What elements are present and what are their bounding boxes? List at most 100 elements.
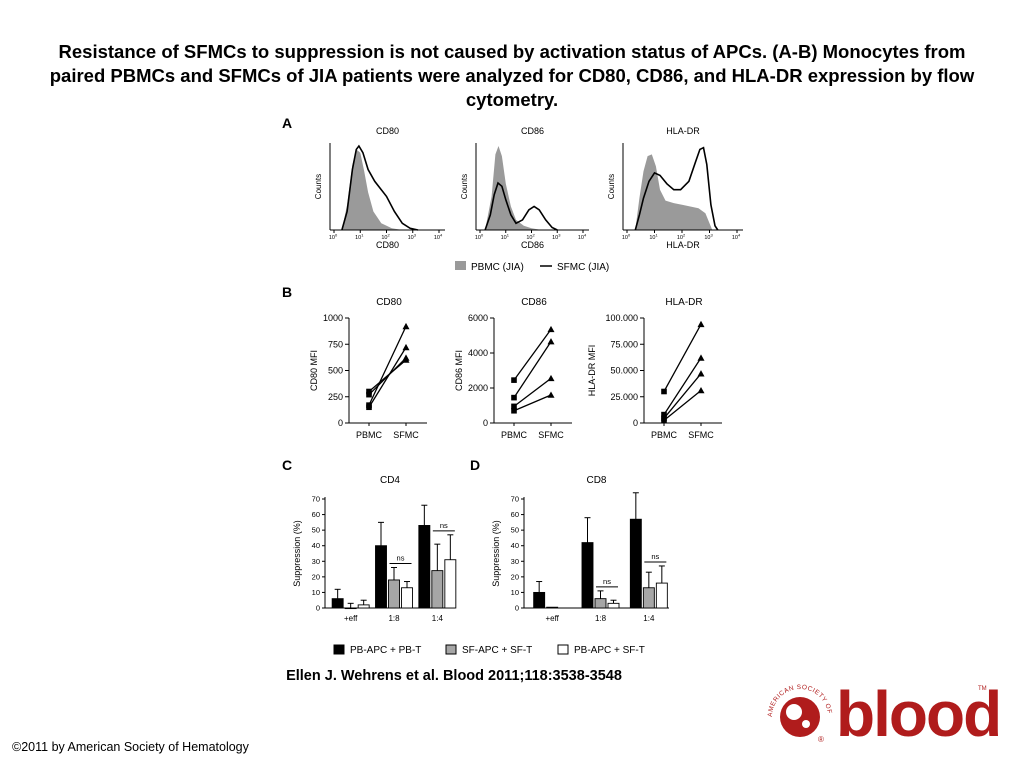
sfmc-triangle-point (697, 370, 705, 377)
legend-sf-sf-label: SF-APC + SF-T (462, 645, 532, 656)
mfi-plot-title: CD80 (376, 297, 402, 308)
y-tick-label: 2000 (468, 383, 488, 393)
x-tick-label: 101 (355, 233, 364, 242)
x-category-label: 1:8 (595, 614, 607, 623)
pair-line (663, 389, 702, 421)
pbmc-square-point (661, 388, 667, 395)
histogram-title: CD80 (376, 126, 399, 136)
sfmc-triangle-point (697, 354, 705, 361)
pbmc-square-point (366, 404, 372, 411)
panel-letter-b: B (282, 284, 292, 300)
panel-cd-suppression-plots: CD4 0 10 20 30 40 50 60 70 Suppression (%) +eff 1:8… (292, 475, 669, 623)
x-tick-label: 103 (552, 233, 561, 242)
x-tick-label: PBMC (501, 430, 528, 440)
y-tick-label: 10 (511, 588, 519, 597)
suppression-plot-1: CD8 0 10 20 30 40 50 60 70 Suppression (%) +eff 1:8… (491, 475, 669, 623)
x-category-label: 1:8 (388, 614, 400, 623)
x-tick-label: SFMC (538, 430, 564, 440)
significance-label: ns (603, 577, 611, 586)
histogram-title: HLA-DR (666, 126, 700, 136)
x-tick-label: 104 (578, 233, 587, 242)
mfi-plot-ylabel: HLA-DR MFI (587, 345, 597, 397)
pair-line (513, 328, 552, 381)
panel-a-histograms: CD80 CD80 Counts 100 101 102 103 104 CD86 CD86 Cou… (314, 126, 743, 250)
histogram-ylabel: Counts (460, 174, 469, 199)
legend-pbmc-swatch (455, 261, 466, 270)
bar (388, 579, 400, 609)
y-tick-label: 60 (511, 510, 519, 519)
panel-letter-d: D (470, 457, 480, 473)
histogram-1: CD86 CD86 Counts 100 101 102 103 104 (460, 126, 589, 250)
bar (546, 606, 559, 609)
x-tick-label: 102 (677, 233, 686, 242)
bar (629, 518, 642, 609)
x-category-label: 1:4 (432, 614, 444, 623)
pair-line (513, 377, 552, 407)
pbmc-square-point (661, 411, 667, 418)
pbmc-square-point (511, 377, 517, 383)
bar (444, 559, 457, 609)
bar (655, 582, 668, 609)
bar (375, 545, 387, 609)
y-tick-label: 50.000 (610, 366, 638, 376)
y-tick-label: 20 (312, 572, 320, 581)
y-tick-label: 30 (312, 557, 320, 566)
x-tick-label: PBMC (356, 430, 383, 440)
mfi-plot-0: CD80 0 250 500 750 1000 CD80 MFI PBMC SFMC (309, 297, 427, 440)
bar (533, 591, 546, 609)
x-tick-label: 104 (732, 233, 741, 242)
sfmc-histogram-line (484, 181, 558, 231)
histogram-xlabel: HLA-DR (666, 240, 700, 250)
x-category-label: +eff (545, 614, 559, 623)
y-tick-label: 75.000 (610, 339, 638, 349)
sfmc-triangle-point (402, 322, 410, 330)
mfi-plot-1: CD86 0 2000 4000 6000 CD86 MFI PBMC SFMC (454, 297, 572, 440)
x-tick-label: 104 (434, 233, 443, 242)
histogram-2: HLA-DR HLA-DR Counts 100 101 102 103 104 (607, 126, 743, 250)
x-tick-label: 103 (408, 233, 417, 242)
sfmc-triangle-point (547, 325, 555, 333)
legend-sfmc-label: SFMC (JIA) (557, 262, 609, 273)
panel-b-mfi-plots: CD80 0 250 500 750 1000 CD80 MFI PBMC SFMC CD86 0 2… (309, 297, 722, 440)
copyright: ©2011 by American Society of Hematology (12, 740, 249, 754)
x-tick-label: 101 (649, 233, 658, 242)
pbmc-histogram-area (341, 149, 403, 230)
x-tick-label: SFMC (688, 430, 714, 440)
y-tick-label: 750 (328, 339, 343, 349)
x-tick-label: 100 (622, 233, 631, 242)
y-tick-label: 10 (312, 588, 320, 597)
significance-label: ns (397, 554, 405, 563)
y-tick-label: 50 (312, 526, 320, 535)
y-tick-label: 60 (312, 510, 320, 519)
bar (401, 587, 413, 609)
x-tick-label: 103 (704, 233, 713, 242)
legend-pb-sf-swatch (557, 644, 569, 655)
sfmc-triangle-point (547, 338, 555, 345)
sfmc-histogram-line (634, 146, 719, 231)
histogram-ylabel: Counts (314, 174, 323, 199)
y-tick-label: 40 (511, 541, 519, 550)
citation: Ellen J. Wehrens et al. Blood 2011;118:3… (286, 668, 622, 684)
significance-label: ns (440, 521, 448, 530)
suppression-plot-title: CD4 (380, 475, 400, 486)
sfmc-histogram-line (341, 144, 419, 231)
mfi-plot-ylabel: CD80 MFI (309, 350, 319, 391)
histogram-ylabel: Counts (607, 174, 616, 199)
pair-line (368, 359, 407, 392)
pair-line (663, 323, 702, 392)
suppression-plot-ylabel: Suppression (%) (292, 520, 302, 587)
y-tick-label: 70 (511, 495, 519, 504)
panel-letter-a: A (282, 115, 292, 131)
suppression-plot-ylabel: Suppression (%) (491, 520, 501, 587)
bar (431, 570, 444, 609)
pair-line (663, 357, 702, 415)
y-tick-label: 40 (312, 541, 320, 550)
panel-cd-legend: PB-APC + PB-T SF-APC + SF-T PB-APC + SF-… (333, 644, 645, 656)
panel-a-legend: PBMC (JIA) SFMC (JIA) (455, 261, 609, 273)
x-tick-label: 100 (475, 233, 484, 242)
bar (344, 607, 357, 610)
x-tick-label: 102 (381, 233, 390, 242)
histogram-xlabel: CD86 (521, 240, 544, 250)
bar (642, 587, 655, 609)
